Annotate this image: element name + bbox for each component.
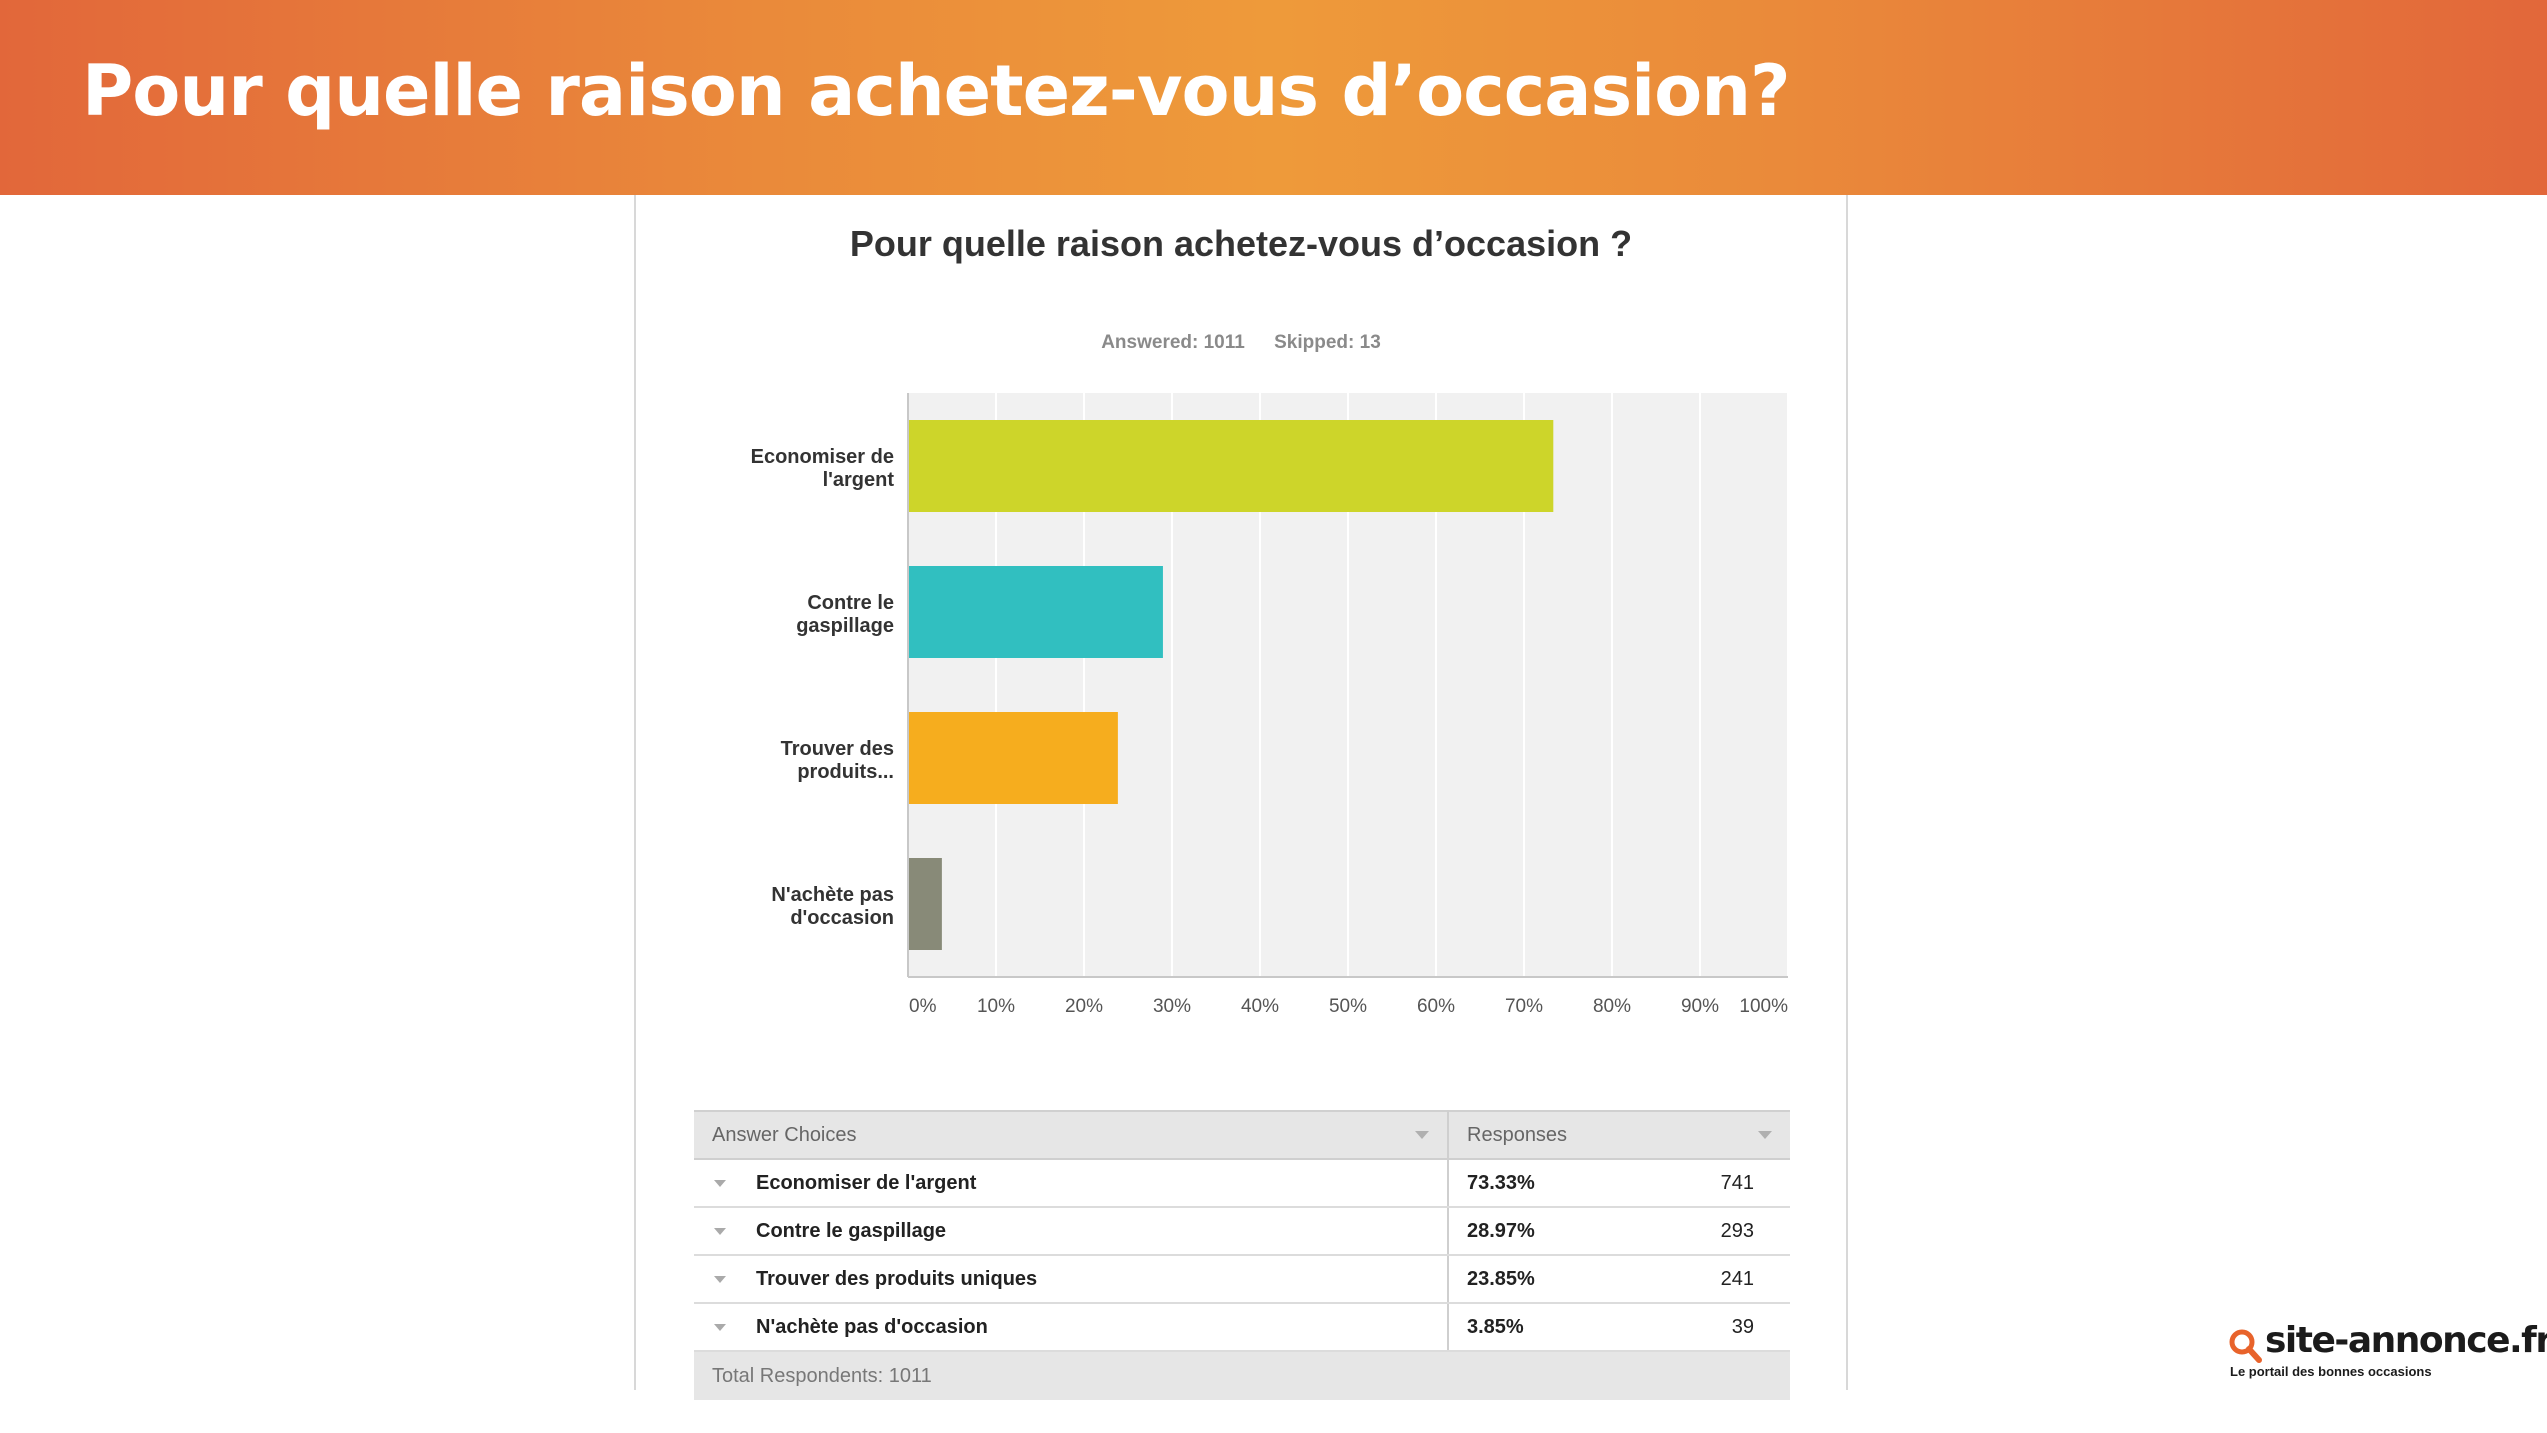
skipped-count: Skipped: 13 xyxy=(1274,332,1381,353)
tick-label: 30% xyxy=(1153,996,1191,1017)
tick-label: 70% xyxy=(1505,996,1543,1017)
response-count: 741 xyxy=(1698,1159,1790,1208)
table-row: Contre le gaspillage 28.97% 293 xyxy=(694,1207,1790,1256)
category-label: Economiser de l'argent xyxy=(751,446,895,491)
tick-label: 60% xyxy=(1417,996,1455,1017)
bar-chart: Economiser de l'argent Contre le gaspillage… xyxy=(751,393,1789,1017)
tick-label: 100% xyxy=(1739,996,1788,1017)
tick-label: 20% xyxy=(1065,996,1103,1017)
bar[interactable] xyxy=(909,566,1163,658)
title-banner: Pour quelle raison achetez-vous d’occasi… xyxy=(0,0,2547,195)
table-row: Economiser de l'argent 73.33% 741 xyxy=(694,1159,1790,1208)
bar[interactable] xyxy=(909,858,942,950)
bars xyxy=(909,420,1554,950)
x-axis-ticks: 0% 10% 20% 30% 40% 50% 60% 70% 80% 90% 100% xyxy=(909,996,1788,1017)
bar[interactable] xyxy=(909,420,1554,512)
answer-choices-header[interactable]: Answer Choices xyxy=(694,1110,1449,1160)
logo-name: site-annonce.fr xyxy=(2265,1320,2547,1361)
category-label: Contre le gaspillage xyxy=(796,592,894,637)
response-percent: 3.85% xyxy=(1448,1303,1698,1352)
site-logo[interactable]: site-annonce.fr Le portail des bonnes oc… xyxy=(2228,1320,2547,1380)
tick-label: 90% xyxy=(1681,996,1719,1017)
table-row: N'achète pas d'occasion 3.85% 39 xyxy=(694,1303,1790,1352)
answered-count: Answered: 1011 xyxy=(1101,332,1245,353)
response-count: 293 xyxy=(1698,1207,1790,1256)
category-label: N'achète pas d'occasion xyxy=(771,884,894,929)
bar[interactable] xyxy=(909,712,1118,804)
choice-label: Economiser de l'argent xyxy=(756,1171,977,1194)
tick-label: 80% xyxy=(1593,996,1631,1017)
row-expand-icon[interactable] xyxy=(714,1179,726,1187)
response-count: 241 xyxy=(1698,1255,1790,1304)
magnifier-icon xyxy=(2229,1329,2262,1363)
logo-tagline: Le portail des bonnes occasions xyxy=(2230,1364,2432,1379)
choice-label: Trouver des produits uniques xyxy=(756,1267,1038,1290)
choice-label: Contre le gaspillage xyxy=(756,1219,947,1242)
response-stats: Answered: 1011 Skipped: 13 xyxy=(636,332,1846,354)
category-label: Trouver des produits... xyxy=(781,738,894,783)
choice-label: N'achète pas d'occasion xyxy=(756,1315,988,1338)
row-expand-icon[interactable] xyxy=(714,1275,726,1283)
chart-title: Pour quelle raison achetez-vous d’occasi… xyxy=(849,223,1633,264)
table-row: Trouver des produits uniques 23.85% 241 xyxy=(694,1255,1790,1304)
slide-title: Pour quelle raison achetez-vous d’occasi… xyxy=(82,50,1791,132)
response-percent: 23.85% xyxy=(1448,1255,1698,1304)
tick-label: 50% xyxy=(1329,996,1367,1017)
tick-label: 10% xyxy=(977,996,1015,1017)
category-labels: Economiser de l'argent Contre le gaspillage… xyxy=(751,446,895,929)
response-percent: 73.33% xyxy=(1448,1159,1698,1208)
row-expand-icon[interactable] xyxy=(714,1323,726,1331)
responses-header[interactable]: Responses xyxy=(1448,1110,1790,1160)
total-respondents: Total Respondents: 1011 xyxy=(694,1351,1790,1400)
response-percent: 28.97% xyxy=(1448,1207,1698,1256)
tick-label: 40% xyxy=(1241,996,1279,1017)
tick-label: 0% xyxy=(909,996,937,1017)
sort-caret-icon[interactable] xyxy=(1415,1131,1429,1139)
total-row: Total Respondents: 1011 xyxy=(694,1351,1790,1400)
response-count: 39 xyxy=(1698,1303,1790,1352)
responses-table: Answer Choices Responses Economiser de l… xyxy=(694,1110,1790,1400)
row-expand-icon[interactable] xyxy=(714,1227,726,1235)
sort-caret-icon[interactable] xyxy=(1758,1131,1772,1139)
survey-panel: Pour quelle raison achetez-vous d’occasi… xyxy=(634,195,1848,1400)
